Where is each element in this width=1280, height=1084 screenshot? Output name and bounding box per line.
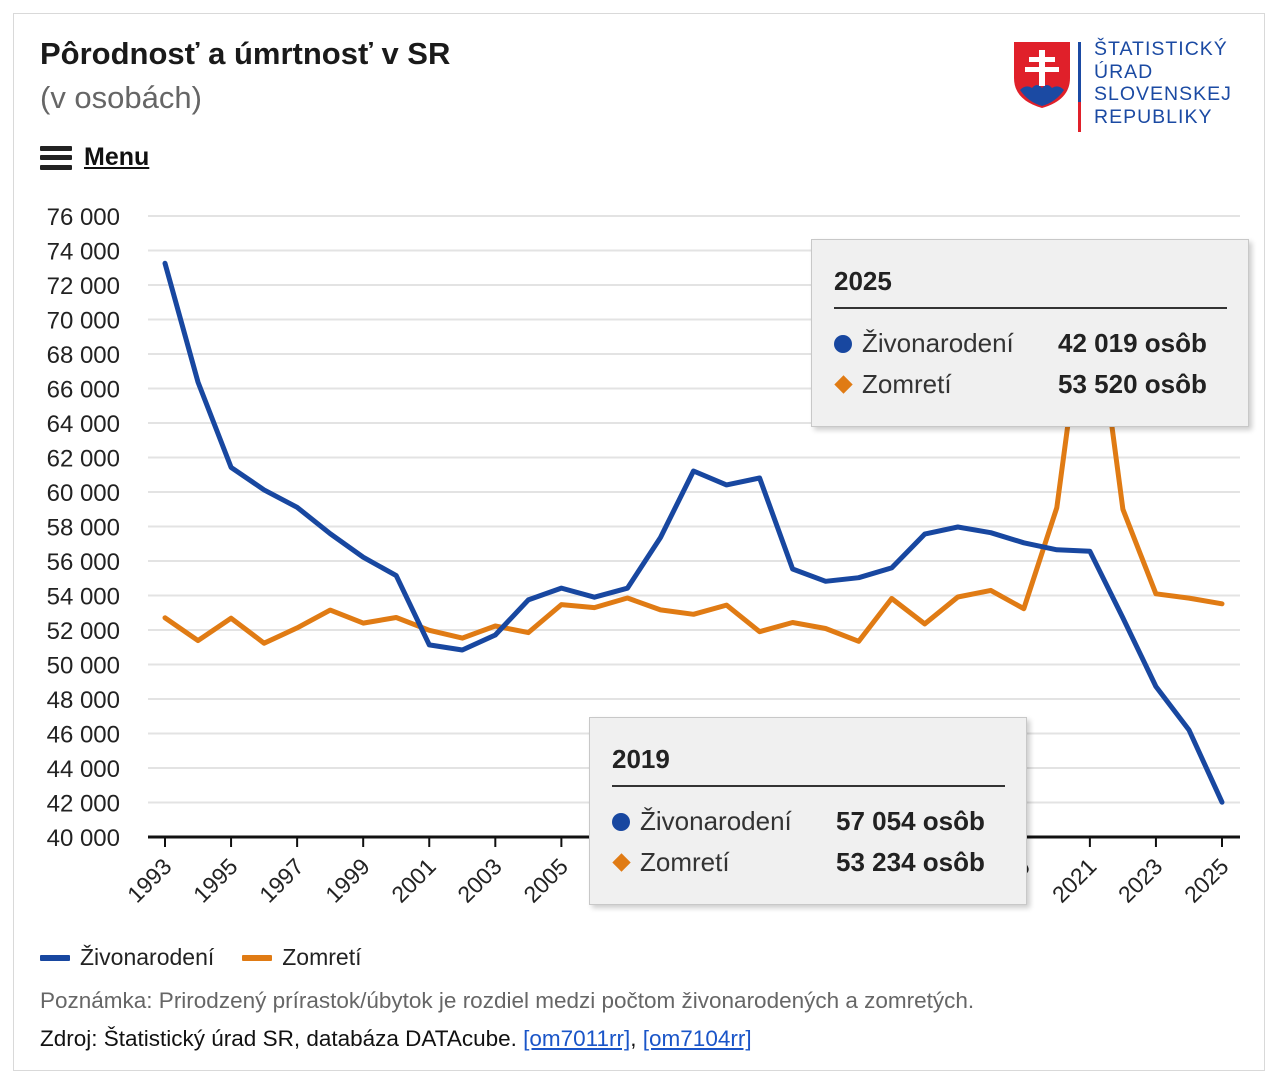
x-tick-label: 1999 xyxy=(320,853,375,908)
tooltip-series-name: Živonarodení xyxy=(640,806,792,836)
x-tick-label: 1993 xyxy=(122,853,177,908)
x-tick-label: 2003 xyxy=(452,853,507,908)
y-tick-label: 44 000 xyxy=(47,756,120,783)
diamond-marker-icon xyxy=(834,375,853,394)
tooltip-series-name: Zomretí xyxy=(640,847,730,877)
legend-swatch xyxy=(242,954,273,961)
tooltip-2025: 2025 Živonarodení 42 019 osôb Zomretí 53… xyxy=(811,239,1249,427)
chart-title: Pôrodnosť a úmrtnosť v SR xyxy=(40,36,451,71)
legend-label: Zomretí xyxy=(282,944,362,970)
series-line-deaths xyxy=(162,257,1225,646)
tooltip-series-name: Zomretí xyxy=(862,369,952,399)
y-tick-label: 40 000 xyxy=(47,825,120,852)
x-tick-label: 2023 xyxy=(1113,853,1168,908)
tooltip-2019: 2019 Živonarodení 57 054 osôb Zomretí 53… xyxy=(589,717,1027,905)
y-tick-label: 70 000 xyxy=(47,308,120,335)
sso-logo[interactable]: ŠTATISTICKÝ ÚRAD SLOVENSKEJ REPUBLIKY xyxy=(1010,38,1240,134)
tooltip-value: 53 520 osôb xyxy=(1058,369,1207,399)
hamburger-icon xyxy=(40,145,72,170)
y-tick-label: 64 000 xyxy=(47,411,120,438)
tooltip-row-births: Živonarodení xyxy=(612,806,792,837)
tooltip-row-deaths: Zomretí xyxy=(612,847,730,878)
menu-label: Menu xyxy=(84,143,150,171)
menu-button[interactable]: Menu xyxy=(40,143,149,172)
source-text: Zdroj: Štatistický úrad SR, databáza DAT… xyxy=(40,1026,524,1051)
source-line: Zdroj: Štatistický úrad SR, databáza DAT… xyxy=(40,1026,752,1052)
legend-item-births[interactable]: Živonarodení xyxy=(40,944,214,971)
x-tick-label: 2005 xyxy=(518,853,573,908)
circle-marker-icon xyxy=(834,334,852,353)
legend-item-deaths[interactable]: Zomretí xyxy=(242,944,361,971)
chart-subtitle: (v osobách) xyxy=(40,80,202,115)
tooltip-year: 2019 xyxy=(612,744,670,774)
y-tick-label: 62 000 xyxy=(47,446,120,473)
x-tick-label: 1995 xyxy=(188,853,243,908)
legend-swatch xyxy=(40,954,70,961)
y-tick-label: 54 000 xyxy=(47,584,120,611)
y-tick-label: 56 000 xyxy=(47,549,120,576)
tooltip-value: 42 019 osôb xyxy=(1058,328,1207,358)
y-tick-label: 50 000 xyxy=(47,653,120,680)
x-tick-label: 1997 xyxy=(254,853,309,908)
y-tick-label: 74 000 xyxy=(47,239,120,266)
y-tick-label: 48 000 xyxy=(47,687,120,714)
series-line-births xyxy=(162,260,1225,805)
logo-line: ÚRAD xyxy=(1094,60,1154,83)
y-tick-label: 66 000 xyxy=(47,377,120,404)
y-tick-label: 52 000 xyxy=(47,618,120,645)
slovak-coat-of-arms-icon xyxy=(1014,42,1081,132)
y-tick-label: 42 000 xyxy=(47,791,120,818)
tooltip-divider xyxy=(834,307,1227,309)
source-link-om7104rr[interactable]: [om7104rr] xyxy=(642,1026,752,1051)
x-tick-label: 2021 xyxy=(1047,853,1102,908)
logo-line: SLOVENSKEJ xyxy=(1094,83,1232,105)
tooltip-year: 2025 xyxy=(834,266,892,296)
logo-line: REPUBLIKY xyxy=(1094,105,1213,128)
diamond-marker-icon xyxy=(612,853,631,872)
x-tick-label: 2025 xyxy=(1179,853,1234,908)
y-tick-label: 76 000 xyxy=(47,204,120,231)
y-tick-label: 46 000 xyxy=(47,722,120,749)
x-tick-label: 2001 xyxy=(386,853,441,908)
y-tick-label: 58 000 xyxy=(47,515,120,542)
tooltip-series-name: Živonarodení xyxy=(862,328,1014,358)
legend-label: Živonarodení xyxy=(80,944,215,970)
logo-text: ŠTATISTICKÝ ÚRAD SLOVENSKEJ REPUBLIKY xyxy=(1094,38,1232,128)
tooltip-row-births: Živonarodení xyxy=(834,328,1014,359)
y-tick-label: 72 000 xyxy=(47,273,120,300)
source-link-om7011rr[interactable]: [om7011rr] xyxy=(523,1026,631,1051)
footnote: Poznámka: Prirodzený prírastok/úbytok je… xyxy=(40,988,975,1013)
logo-line: ŠTATISTICKÝ xyxy=(1094,38,1228,60)
tooltip-divider xyxy=(612,785,1005,787)
tooltip-row-deaths: Zomretí xyxy=(834,369,952,400)
y-tick-label: 60 000 xyxy=(47,480,120,507)
y-tick-label: 68 000 xyxy=(47,342,120,369)
tooltip-value: 53 234 osôb xyxy=(836,847,985,877)
source-separator: , xyxy=(630,1026,643,1051)
tooltip-value: 57 054 osôb xyxy=(836,806,985,836)
circle-marker-icon xyxy=(612,812,630,831)
chart-legend: Živonarodení Zomretí xyxy=(40,944,361,971)
